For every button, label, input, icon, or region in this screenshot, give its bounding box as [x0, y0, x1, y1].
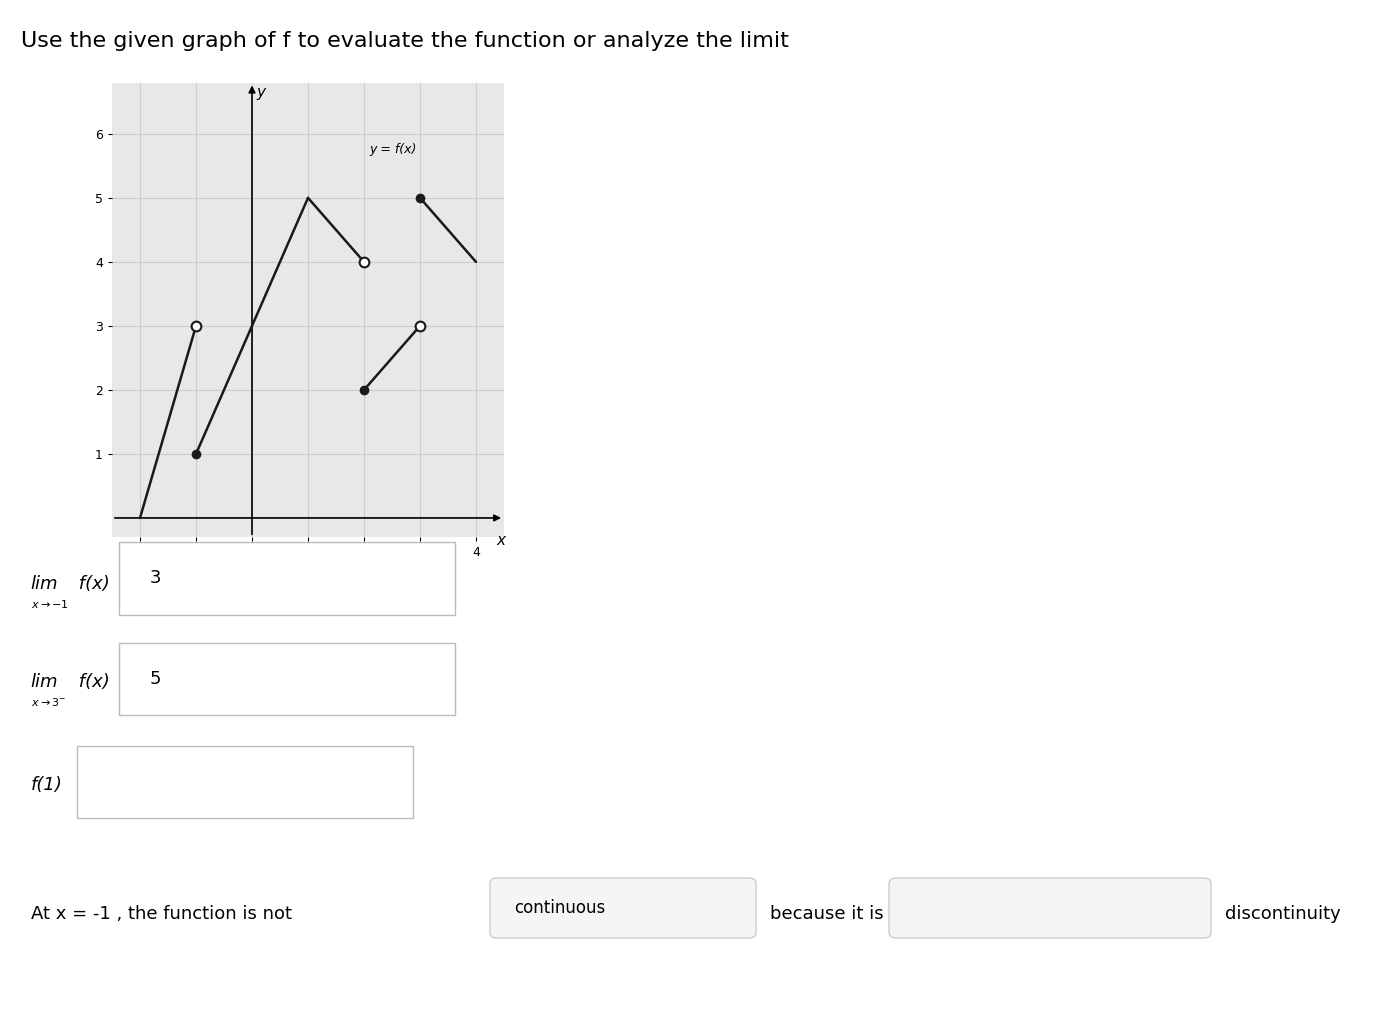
Text: Use the given graph of f to evaluate the function or analyze the limit: Use the given graph of f to evaluate the… — [21, 31, 788, 51]
Text: At x = -1 , the function is not: At x = -1 , the function is not — [31, 905, 291, 924]
Text: 3: 3 — [150, 569, 161, 588]
Text: 5: 5 — [150, 669, 161, 688]
Text: f(x): f(x) — [73, 672, 109, 691]
Text: lim: lim — [31, 574, 59, 593]
Text: $x{\to}{-1}$: $x{\to}{-1}$ — [31, 598, 69, 611]
Text: discontinuity: discontinuity — [1225, 905, 1341, 924]
Text: because it is: because it is — [770, 905, 883, 924]
Text: x: x — [497, 533, 505, 547]
Text: f(x): f(x) — [73, 574, 109, 593]
Text: continuous: continuous — [514, 899, 605, 917]
Text: y = f(x): y = f(x) — [370, 143, 417, 156]
Text: lim: lim — [31, 672, 59, 691]
Text: f(1): f(1) — [31, 776, 63, 794]
Text: $x{\to}3^{-}$: $x{\to}3^{-}$ — [31, 696, 66, 709]
Text: y: y — [256, 85, 265, 100]
